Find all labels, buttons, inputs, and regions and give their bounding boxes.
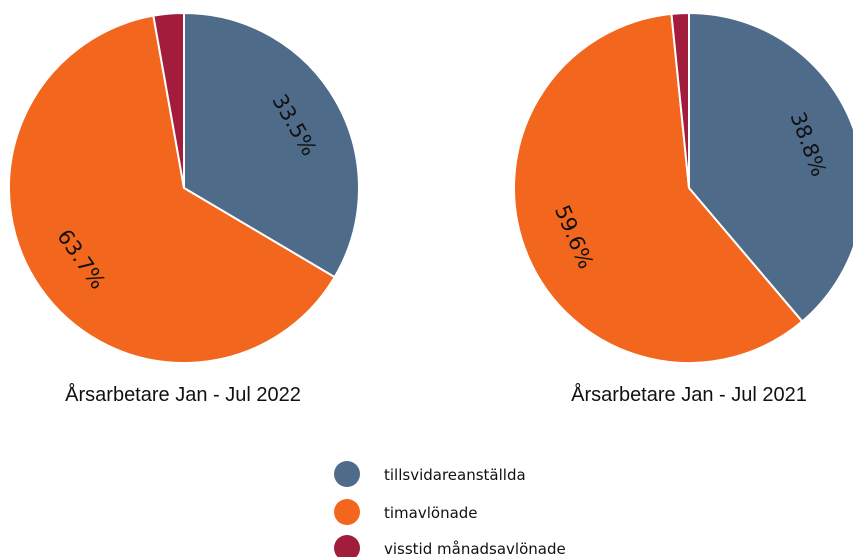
legend-swatch-tillsvidareanstallda [334, 461, 360, 487]
pie-2022-slice-visstid-manadsavlonade [152, 11, 185, 189]
legend: tillsvidareanställda timavlönade visstid… [334, 461, 566, 557]
pie-2021-slice-visstid-manadsavlonade [670, 11, 690, 189]
legend-swatch-visstid-manadsavlonade [334, 535, 360, 557]
pie-2021-slice-timavlonade [513, 12, 804, 364]
legend-swatch-timavlonade [334, 499, 360, 525]
pie-2022-slice-timavlonade [8, 14, 337, 364]
legend-item-visstid-manadsavlonade: visstid månadsavlönade [334, 535, 566, 557]
legend-item-tillsvidareanstallda: tillsvidareanställda [334, 461, 526, 487]
legend-label-timavlonade: timavlönade [384, 504, 478, 522]
pie-caption-2021: Årsarbetare Jan - Jul 2021 [571, 383, 807, 406]
legend-label-tillsvidareanstallda: tillsvidareanställda [384, 466, 526, 484]
pie-2022-slice-tillsvidareanstallda [183, 11, 360, 279]
pie-caption-2022: Årsarbetare Jan - Jul 2022 [65, 383, 301, 406]
legend-label-visstid-manadsavlonade: visstid månadsavlönade [384, 540, 566, 557]
pie-2021-slice-tillsvidareanstallda [688, 11, 853, 323]
legend-item-timavlonade: timavlönade [334, 499, 478, 525]
pies-group: 33.5%63.7%38.8%59.6% [8, 11, 853, 364]
